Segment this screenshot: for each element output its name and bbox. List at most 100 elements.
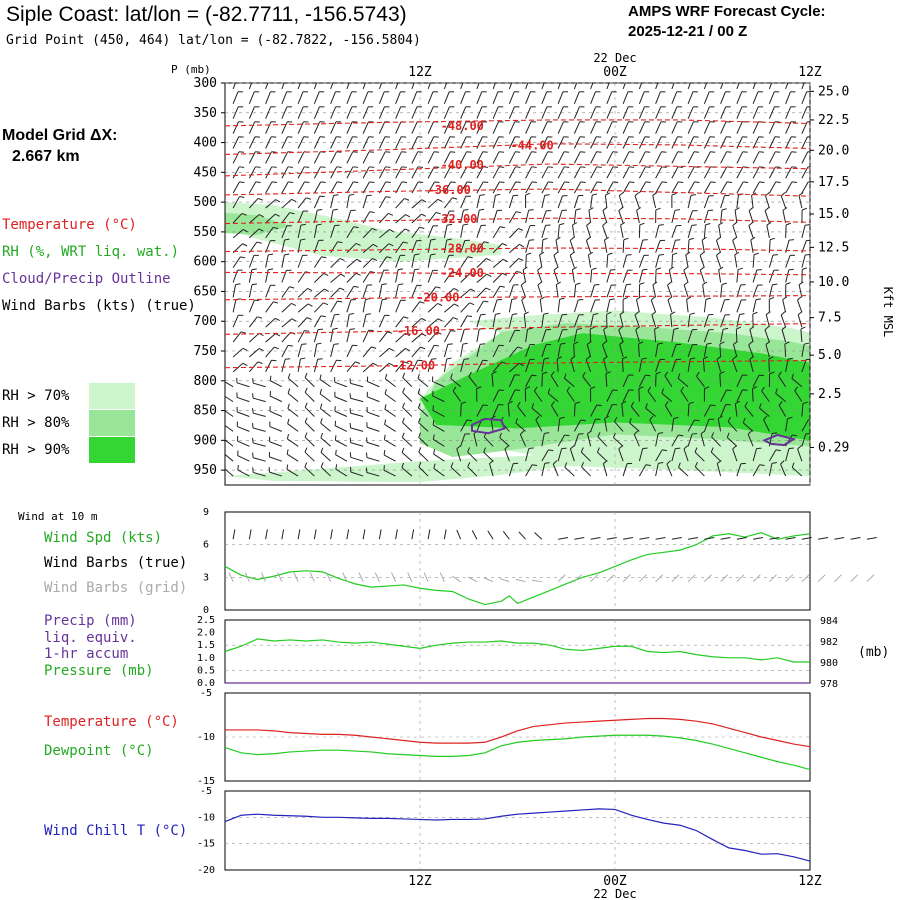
wind-barb [313, 83, 318, 90]
sfc-wind-barb [232, 529, 236, 540]
wind-barb [768, 254, 774, 268]
wind-barb-flag [241, 212, 247, 216]
wind-barb [687, 136, 695, 149]
wind-barb [622, 239, 625, 253]
sfc-wind-barb-grid [342, 572, 348, 582]
wind-barb-flag [742, 417, 746, 424]
wind-barb-flag [575, 401, 581, 405]
wind-barb-flag [255, 166, 261, 168]
wind-barb [253, 382, 266, 388]
wind-barb [249, 214, 260, 224]
wind-barb [395, 214, 406, 224]
wind-barb [752, 464, 761, 477]
temperature-contour-label: -28.00 [441, 242, 484, 256]
wind-barb [655, 121, 662, 134]
wind-barb-flag [766, 221, 772, 226]
wind-barb-flag [591, 267, 597, 271]
wind-barb-flag [805, 254, 810, 256]
wind-barb [367, 396, 380, 403]
wind-barb [720, 166, 728, 179]
wind-barb-flag [804, 342, 810, 345]
wind-barb [225, 439, 234, 447]
wind-barb-flag [522, 266, 528, 271]
wind-barb-flag [769, 237, 776, 241]
wind-barb [521, 299, 527, 313]
wind-barb [620, 225, 624, 238]
wind-barb [304, 377, 315, 388]
wind-barb [225, 424, 234, 432]
wind-barb-flag [489, 460, 494, 464]
wind-barb-flag [418, 181, 424, 184]
wind-barb [509, 258, 519, 268]
wind-barb-flag [544, 462, 550, 464]
wind-barb [719, 373, 722, 387]
wind-barb [749, 329, 754, 343]
wind-barb [720, 209, 723, 224]
sfc-wind-barb [834, 536, 845, 540]
wind-barb [367, 381, 380, 388]
wind-barb [443, 344, 449, 358]
wind-barb-flag [580, 181, 586, 184]
wind-barb [427, 106, 434, 119]
sfc-wind-barb [411, 529, 415, 540]
wind-barb-flag [667, 296, 673, 301]
wind-barb-flag [403, 316, 409, 319]
wind-barb-flag [467, 462, 471, 468]
wind-barb [492, 404, 499, 417]
wind-barb [752, 299, 757, 313]
wind-barb [411, 333, 423, 343]
wind-barb [330, 195, 335, 209]
wind-barb-flag [526, 252, 532, 256]
wind-barb-flag [694, 447, 698, 453]
wind-barb [687, 106, 694, 119]
wind-barb [379, 229, 390, 239]
wind-barb [346, 314, 350, 328]
sfc-wind-barb-grid [574, 574, 582, 583]
sfc-wind-barb [558, 536, 569, 540]
wind-barb [248, 151, 256, 164]
wind-barb [232, 256, 241, 268]
wind-barb [630, 406, 640, 417]
wind-barb [573, 209, 577, 224]
legend-wind-barbs-grid: Wind Barbs (grid) [44, 580, 188, 596]
wind-barb-flag [621, 400, 627, 405]
wind-barb-flag [304, 330, 310, 332]
wind-barb-flag [797, 311, 803, 316]
wind-barb [508, 284, 514, 298]
wind-barb-flag [732, 236, 737, 241]
wind-barb [638, 106, 645, 119]
wind-barb-flag [317, 358, 323, 360]
wind-barb-flag [485, 287, 491, 291]
height-tick-label: 12.5 [818, 240, 849, 255]
pressure-tick-label: 650 [194, 284, 217, 299]
wind-barb-flag [349, 312, 355, 315]
wind-barb [667, 299, 673, 313]
wind-barb [297, 225, 302, 238]
wind-barb [287, 423, 299, 432]
legend-rh80-swatch [89, 410, 135, 436]
wind-barb [752, 91, 759, 105]
wind-barb [402, 407, 413, 417]
temperature-contour-label: -36.00 [428, 183, 471, 197]
wind-barb-flag [257, 361, 263, 365]
wind-barb [732, 225, 738, 239]
wind-barb-flag [732, 355, 737, 361]
wind-barb [726, 437, 738, 447]
wind-barb-flag [752, 311, 758, 315]
forecast-cycle-value: 2025-12-21 / 00 Z [628, 23, 748, 40]
wind-barb [476, 195, 481, 209]
wind-barb [573, 284, 577, 298]
wind-barb [541, 463, 546, 477]
wind-barb-flag [287, 388, 291, 394]
wind-barb [269, 410, 283, 417]
wind-barb-flag [273, 346, 280, 350]
wind-barb-flag [642, 447, 648, 450]
wind-barb-flag [405, 347, 411, 352]
wind-barb [768, 449, 777, 462]
wind-barb [411, 346, 421, 358]
wind-barb [313, 195, 321, 209]
wind-barb [525, 240, 530, 253]
wind-barb [519, 434, 527, 447]
wind-barb [232, 181, 240, 194]
wind-barb [650, 299, 657, 313]
